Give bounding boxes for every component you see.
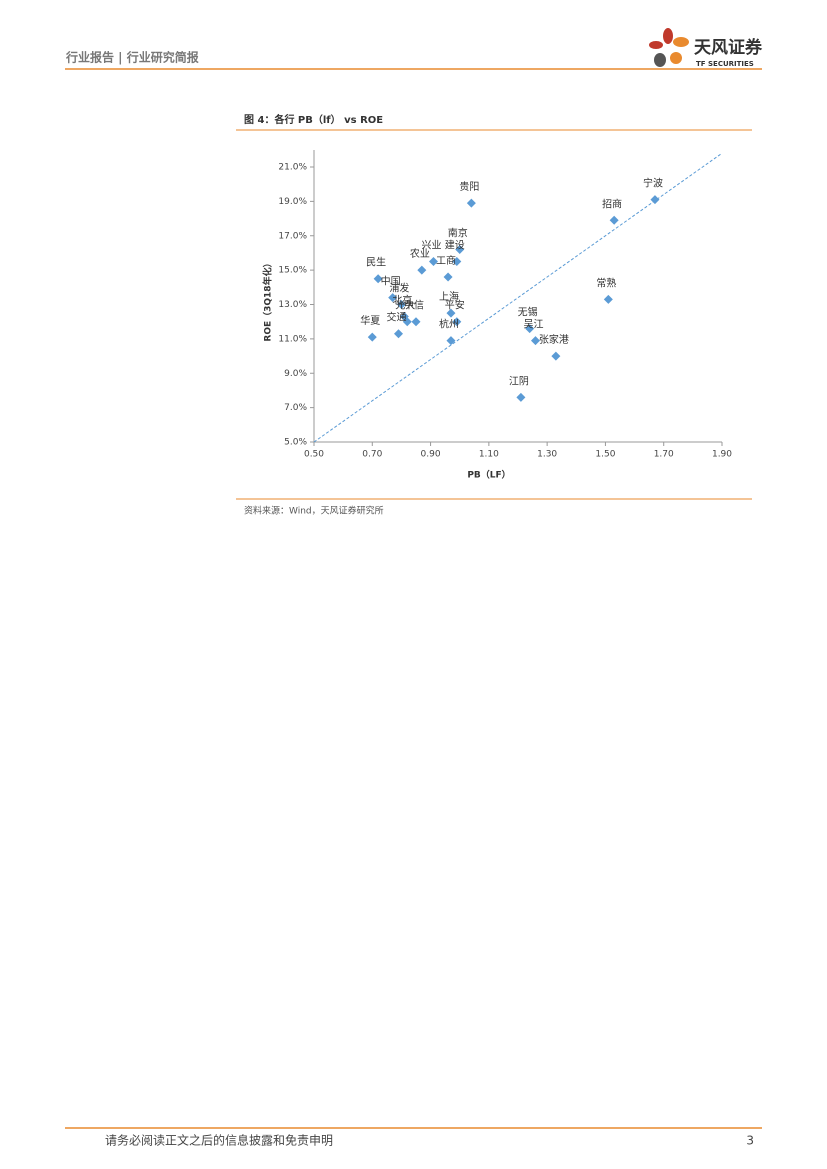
point bbox=[396, 300, 406, 309]
x-tick-label: 0.70 bbox=[362, 450, 382, 460]
point-label: 工商 bbox=[436, 254, 456, 267]
point bbox=[394, 329, 404, 339]
point-label: 宁波 bbox=[643, 177, 663, 190]
chart-source: 资料来源：Wind，天风证券研究所 bbox=[244, 505, 384, 517]
logo-subtext: TF SECURITIES bbox=[696, 60, 754, 68]
y-tick-label: 17.0% bbox=[278, 231, 307, 241]
point bbox=[530, 336, 540, 346]
x-tick-label: 0.90 bbox=[421, 450, 441, 460]
point bbox=[452, 257, 462, 267]
y-tick-label: 11.0% bbox=[278, 334, 307, 344]
point-label: 吴江 bbox=[523, 319, 543, 331]
x-tick-label: 1.30 bbox=[537, 450, 557, 460]
footer-disclaimer: 请务必阅读正文之后的信息披露和免责申明 bbox=[105, 1133, 333, 1148]
x-tick-label: 1.90 bbox=[712, 450, 732, 460]
point bbox=[603, 294, 613, 304]
point bbox=[551, 351, 561, 361]
y-axis-label: ROE（3Q18年化） bbox=[262, 258, 274, 341]
point-label: 上海 bbox=[439, 290, 459, 303]
point-label: 常熟 bbox=[596, 276, 616, 289]
point-label: 杭州 bbox=[439, 318, 459, 331]
point-label: 无锡 bbox=[518, 306, 538, 319]
y-tick-label: 7.0% bbox=[284, 403, 307, 413]
point bbox=[466, 198, 476, 208]
point bbox=[516, 392, 526, 402]
y-tick-label: 5.0% bbox=[284, 438, 307, 448]
point-label: 江阴 bbox=[509, 375, 529, 387]
point-label: 交通 bbox=[387, 311, 407, 324]
logo-text: 天风证券 bbox=[694, 37, 763, 58]
point-label: 中国 bbox=[381, 275, 401, 288]
y-tick-label: 21.0% bbox=[278, 163, 307, 173]
point bbox=[373, 274, 383, 284]
point-label: 北京 bbox=[392, 294, 412, 307]
point bbox=[411, 317, 421, 327]
point bbox=[650, 195, 660, 205]
point bbox=[388, 293, 398, 303]
x-tick-label: 1.50 bbox=[595, 450, 615, 460]
point-label: 贵阳 bbox=[459, 180, 479, 193]
point-label: 民生 bbox=[366, 256, 386, 269]
point bbox=[443, 272, 453, 282]
point bbox=[367, 332, 377, 342]
point-label: 光大 bbox=[395, 299, 415, 312]
point bbox=[428, 257, 438, 267]
x-tick-label: 1.10 bbox=[479, 450, 499, 460]
x-axis-label: PB（LF） bbox=[467, 470, 510, 481]
logo-icon bbox=[649, 28, 689, 67]
point bbox=[446, 336, 456, 346]
point bbox=[446, 308, 456, 318]
point bbox=[609, 215, 619, 225]
point-label: 招商 bbox=[602, 197, 622, 210]
point bbox=[417, 265, 427, 275]
x-tick-label: 0.50 bbox=[304, 450, 324, 460]
point-label: 平安 bbox=[445, 299, 465, 312]
point bbox=[452, 317, 462, 327]
y-tick-label: 15.0% bbox=[278, 266, 307, 276]
point-label: 华夏 bbox=[360, 314, 380, 327]
point-label: 建设 bbox=[445, 239, 465, 252]
y-tick-label: 19.0% bbox=[278, 197, 307, 207]
x-tick-label: 1.70 bbox=[654, 450, 674, 460]
point-label: 南京 bbox=[448, 227, 468, 240]
y-tick-label: 9.0% bbox=[284, 369, 307, 379]
point-label: 农业 bbox=[410, 247, 430, 260]
point-label: 中信 bbox=[404, 299, 424, 312]
point-label: 张家港 bbox=[539, 333, 569, 346]
page-number: 3 bbox=[746, 1134, 754, 1148]
point-label: 浦发 bbox=[389, 282, 409, 295]
point bbox=[525, 324, 535, 334]
header-title: 行业报告 | 行业研究简报 bbox=[65, 50, 199, 65]
chart-title: 图 4：各行 PB（lf） vs ROE bbox=[244, 113, 383, 126]
point bbox=[455, 245, 465, 254]
point-label: 兴业 bbox=[421, 240, 441, 252]
point bbox=[402, 317, 412, 327]
y-tick-label: 13.0% bbox=[278, 300, 307, 310]
